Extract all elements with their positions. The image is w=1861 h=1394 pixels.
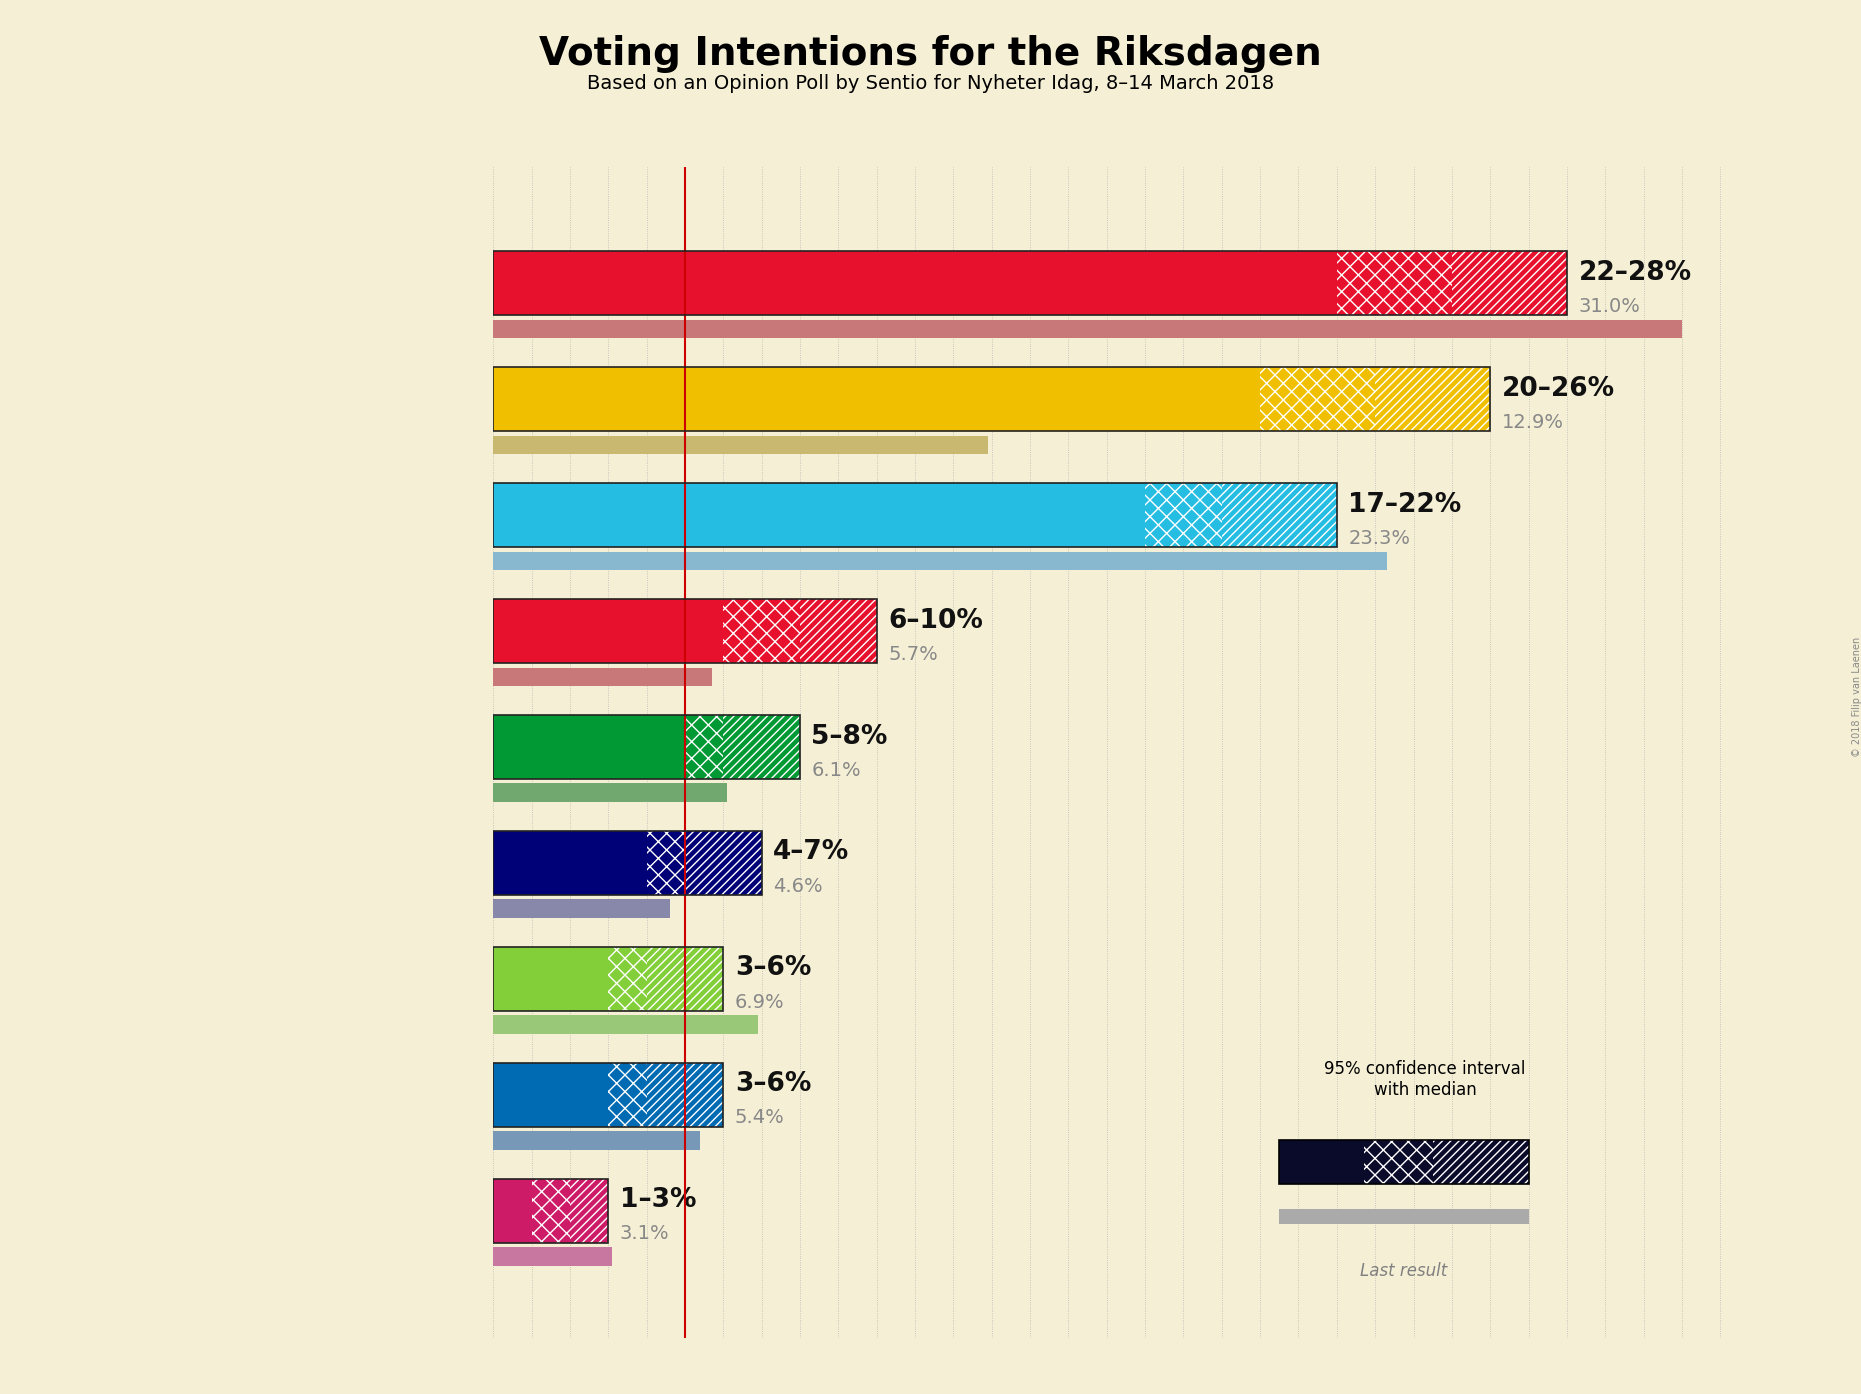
Bar: [493, 831, 646, 895]
Bar: [493, 668, 711, 686]
Bar: [493, 1062, 609, 1126]
Bar: [493, 1062, 724, 1126]
Bar: [1433, 1140, 1528, 1184]
Bar: [493, 367, 1491, 431]
Bar: [1145, 484, 1223, 546]
Text: 5.4%: 5.4%: [735, 1108, 785, 1128]
Bar: [493, 552, 1386, 570]
Text: 4–7%: 4–7%: [772, 839, 849, 866]
Text: 3–6%: 3–6%: [735, 1072, 811, 1097]
Bar: [609, 947, 646, 1011]
Bar: [685, 831, 761, 895]
Text: 1–3%: 1–3%: [620, 1188, 696, 1213]
Text: 5.7%: 5.7%: [888, 644, 938, 664]
Bar: [493, 947, 724, 1011]
Text: 22–28%: 22–28%: [1578, 259, 1692, 286]
Bar: [532, 1179, 569, 1242]
Bar: [1279, 1140, 1528, 1184]
Bar: [685, 715, 724, 779]
Bar: [646, 831, 685, 895]
Text: 12.9%: 12.9%: [1502, 413, 1563, 432]
Bar: [493, 1132, 700, 1150]
Bar: [493, 899, 670, 919]
Text: 17–22%: 17–22%: [1349, 492, 1461, 517]
Bar: [493, 599, 877, 664]
Text: 20–26%: 20–26%: [1502, 376, 1615, 401]
Bar: [493, 1248, 612, 1266]
Text: 5–8%: 5–8%: [811, 723, 888, 750]
Bar: [1279, 1209, 1528, 1224]
Bar: [1260, 367, 1375, 431]
Bar: [493, 251, 1567, 315]
Text: Last result: Last result: [1360, 1262, 1448, 1280]
Bar: [1452, 251, 1567, 315]
Bar: [493, 484, 1145, 546]
Bar: [1375, 367, 1491, 431]
Bar: [493, 251, 1336, 315]
Text: 6.1%: 6.1%: [811, 761, 862, 779]
Text: Based on an Opinion Poll by Sentio for Nyheter Idag, 8–14 March 2018: Based on an Opinion Poll by Sentio for N…: [586, 74, 1275, 93]
Bar: [493, 1015, 757, 1034]
Bar: [493, 715, 800, 779]
Bar: [646, 947, 724, 1011]
Text: © 2018 Filip van Laenen: © 2018 Filip van Laenen: [1852, 637, 1861, 757]
Text: 6–10%: 6–10%: [888, 608, 983, 634]
Bar: [1223, 484, 1336, 546]
Bar: [800, 599, 877, 664]
Bar: [609, 1062, 646, 1126]
Text: 3.1%: 3.1%: [620, 1224, 670, 1243]
Bar: [1336, 251, 1452, 315]
Bar: [1364, 1140, 1433, 1184]
Bar: [569, 1179, 609, 1242]
Text: 3–6%: 3–6%: [735, 955, 811, 981]
Bar: [493, 783, 728, 802]
Bar: [493, 599, 724, 664]
Bar: [493, 319, 1682, 339]
Text: Voting Intentions for the Riksdagen: Voting Intentions for the Riksdagen: [540, 35, 1321, 72]
Bar: [1279, 1140, 1364, 1184]
Bar: [724, 715, 800, 779]
Bar: [493, 1179, 609, 1242]
Text: 23.3%: 23.3%: [1349, 528, 1411, 548]
Bar: [493, 484, 1336, 546]
Bar: [493, 947, 609, 1011]
Text: 4.6%: 4.6%: [772, 877, 823, 895]
Text: 6.9%: 6.9%: [735, 993, 783, 1012]
Bar: [493, 367, 1260, 431]
Bar: [646, 1062, 724, 1126]
Text: 31.0%: 31.0%: [1578, 297, 1640, 316]
Bar: [493, 1179, 532, 1242]
Bar: [493, 831, 761, 895]
Bar: [493, 715, 685, 779]
Bar: [724, 599, 800, 664]
Bar: [493, 436, 988, 454]
Text: 95% confidence interval
with median: 95% confidence interval with median: [1325, 1061, 1526, 1098]
